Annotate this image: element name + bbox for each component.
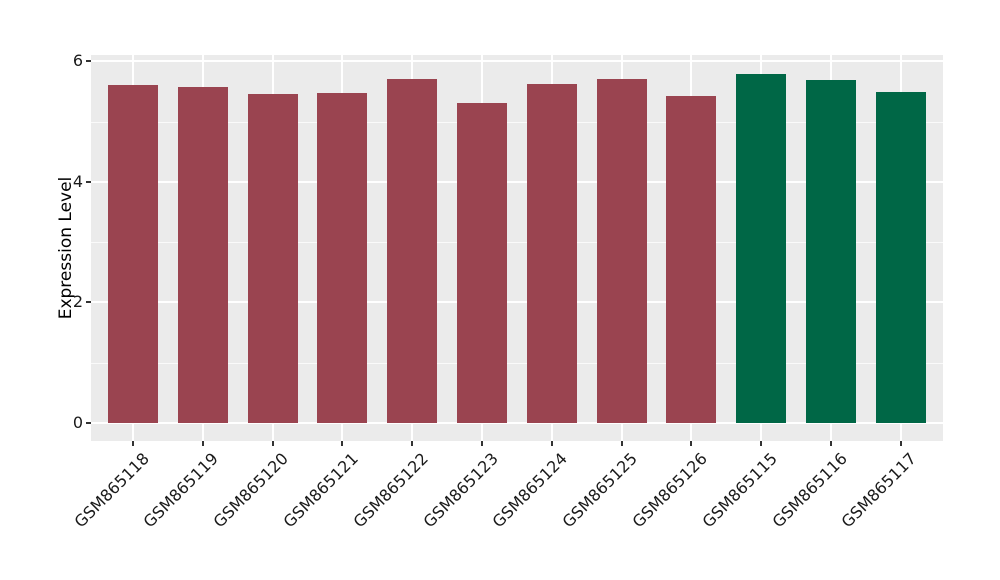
x-axis-tick-mark xyxy=(411,441,414,446)
bar-GSM865121 xyxy=(317,92,368,423)
x-axis-tick-mark xyxy=(271,441,274,446)
x-axis-tick-mark xyxy=(620,441,623,446)
bar-GSM865124 xyxy=(526,84,577,423)
x-axis-tick-mark xyxy=(132,441,134,446)
bar-GSM865120 xyxy=(247,93,298,423)
gridline-minor-horizontal xyxy=(91,362,943,364)
x-axis-tick-mark xyxy=(899,441,902,446)
x-axis-tick-mark xyxy=(341,441,344,446)
bar-GSM865125 xyxy=(596,78,647,423)
y-axis-tick-mark xyxy=(86,301,91,304)
y-axis-tick-mark xyxy=(86,60,91,63)
x-axis-tick-mark xyxy=(550,441,553,446)
x-axis-tick-mark xyxy=(690,441,693,446)
y-axis-tick-label: 2 xyxy=(72,292,83,312)
bar-GSM865116 xyxy=(806,79,856,423)
y-axis-tick-label: 0 xyxy=(72,413,83,432)
y-axis-tick-mark xyxy=(86,180,91,183)
bar-GSM865122 xyxy=(387,79,438,423)
bar-GSM865117 xyxy=(875,91,926,423)
gridline-minor-horizontal xyxy=(91,242,943,244)
gridline-minor-horizontal xyxy=(91,121,943,123)
gridline-major-horizontal xyxy=(91,422,943,424)
bar-GSM865115 xyxy=(736,73,787,423)
x-axis-tick-mark xyxy=(201,441,204,446)
x-axis-tick-mark xyxy=(760,441,763,446)
plot-panel xyxy=(91,55,943,441)
gridline-major-horizontal xyxy=(91,301,943,304)
x-axis-tick-label: GSM865126 xyxy=(628,449,711,532)
gridline-major-horizontal xyxy=(91,180,943,183)
x-axis-tick-mark xyxy=(830,441,832,446)
gridline-major-horizontal xyxy=(91,60,943,63)
y-axis-tick-label: 4 xyxy=(72,171,83,191)
y-axis-tick-mark xyxy=(86,422,91,424)
x-axis-tick-mark xyxy=(481,441,483,446)
y-axis-tick-label: 6 xyxy=(72,51,83,71)
x-axis-tick-label: GSM865121 xyxy=(279,449,362,532)
bar-GSM865126 xyxy=(666,96,717,423)
bar-GSM865119 xyxy=(177,86,228,423)
bar-GSM865118 xyxy=(108,85,158,423)
bar-GSM865123 xyxy=(457,103,507,423)
